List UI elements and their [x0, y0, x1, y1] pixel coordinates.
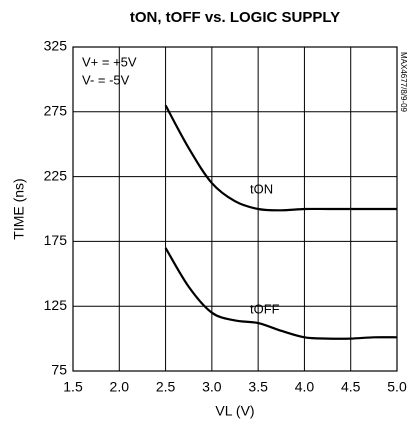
chart-title: tON, tOFF vs. LOGIC SUPPLY	[130, 9, 340, 26]
x-tick-label: 4.5	[341, 379, 361, 395]
x-tick-label: 3.0	[202, 379, 222, 395]
series-label: tOFF	[250, 301, 280, 316]
x-tick-label: 1.5	[63, 379, 83, 395]
series-line	[164, 104, 397, 212]
x-tick-label: 2.0	[110, 379, 130, 395]
annotation: V- = -5V	[82, 72, 130, 87]
x-tick-label: 3.5	[248, 379, 268, 395]
series-line	[164, 247, 398, 340]
x-axis-label: VL (V)	[215, 403, 254, 419]
y-tick-label: 275	[44, 103, 68, 119]
series-label: tON	[250, 181, 273, 196]
y-tick-label: 325	[44, 38, 68, 54]
y-axis-label: TIME (ns)	[11, 178, 27, 239]
part-number: MAX4677/8/9-09	[399, 52, 408, 113]
y-tick-label: 75	[51, 362, 67, 378]
y-tick-label: 225	[44, 167, 68, 183]
x-tick-label: 4.0	[295, 379, 315, 395]
y-tick-label: 125	[44, 297, 68, 313]
x-tick-label: 5.0	[387, 379, 407, 395]
annotation: V+ = +5V	[82, 54, 137, 69]
y-tick-label: 175	[44, 232, 68, 248]
x-tick-label: 2.5	[156, 379, 176, 395]
